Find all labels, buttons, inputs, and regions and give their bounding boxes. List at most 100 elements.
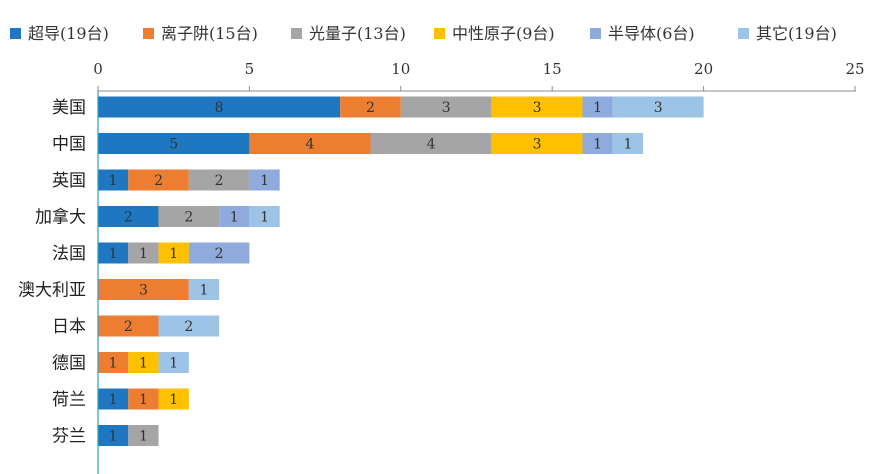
bar-segment xyxy=(98,315,159,337)
data-label: 2 xyxy=(154,173,163,189)
bar-segment xyxy=(98,206,159,227)
data-label: 1 xyxy=(109,429,118,445)
category-label: 加拿大 xyxy=(35,207,86,228)
category-label: 澳大利亚 xyxy=(18,281,86,301)
data-label: 2 xyxy=(184,210,193,226)
data-label: 3 xyxy=(533,100,542,116)
category-label: 法国 xyxy=(52,244,86,264)
bar-segment xyxy=(400,96,492,118)
category-label: 芬兰 xyxy=(52,427,86,447)
category-label: 日本 xyxy=(52,317,86,337)
category-label: 德国 xyxy=(52,354,86,374)
bar-segment xyxy=(219,206,250,227)
legend-label: 中性原子(9台) xyxy=(452,24,555,43)
bar-segment xyxy=(98,96,341,118)
data-label: 2 xyxy=(184,319,193,335)
bar-segment xyxy=(158,242,189,264)
bar-segment xyxy=(98,242,129,264)
bar-segment xyxy=(370,133,492,154)
bar-segment xyxy=(158,206,220,227)
data-label: 1 xyxy=(109,246,118,262)
data-label: 1 xyxy=(139,392,148,408)
bar-segment xyxy=(98,352,129,373)
legend-swatch xyxy=(10,28,21,39)
bar-segment xyxy=(98,388,129,410)
legend: 超导(19台) 离子阱(15台) 光量子(13台) 中性原子(9台) 半导体(6台) 其它… xyxy=(10,24,837,43)
data-label: 3 xyxy=(654,100,663,116)
bar-segment xyxy=(98,169,129,191)
bar-segment xyxy=(582,133,613,154)
legend-label: 半导体(6台) xyxy=(608,24,695,43)
data-label: 2 xyxy=(124,210,133,226)
x-tick-label: 5 xyxy=(245,60,255,78)
data-label: 1 xyxy=(593,100,602,116)
data-label: 1 xyxy=(109,392,118,408)
data-label: 1 xyxy=(109,173,118,189)
bar-segment xyxy=(249,169,280,191)
bars: 8 2 3 3 1 3 5 4 4 3 1 1 1 2 2 1 2 2 1 1 1 1 1 2 3 1 2 2 1 1 1 1 1 1 1 1 xyxy=(98,96,704,446)
legend-label: 其它(19台) xyxy=(756,24,837,43)
data-label: 1 xyxy=(623,137,632,153)
data-label: 1 xyxy=(260,210,269,226)
category-label: 美国 xyxy=(52,98,86,118)
x-tick-label: 20 xyxy=(694,60,713,78)
legend-label: 超导(19台) xyxy=(28,24,109,43)
legend-swatch xyxy=(590,28,601,39)
bar-segment xyxy=(249,133,371,154)
data-label: 3 xyxy=(533,137,542,153)
data-label: 2 xyxy=(366,100,375,116)
x-tick-label: 25 xyxy=(845,60,864,78)
legend-swatch xyxy=(143,28,154,39)
bar-segment xyxy=(158,315,220,337)
data-label: 8 xyxy=(215,100,224,116)
x-tick-label: 10 xyxy=(391,60,410,78)
bar-segment xyxy=(128,169,189,191)
data-label: 2 xyxy=(215,246,224,262)
data-label: 4 xyxy=(305,137,314,153)
legend-label: 离子阱(15台) xyxy=(161,24,258,43)
bar-segment xyxy=(340,96,401,118)
bar-segment xyxy=(491,133,583,154)
bar-segment xyxy=(158,388,189,410)
data-label: 2 xyxy=(124,319,133,335)
bar-segment xyxy=(158,352,189,373)
legend-swatch xyxy=(434,28,445,39)
data-label: 5 xyxy=(169,137,178,153)
bar-segment xyxy=(128,352,159,373)
data-label: 1 xyxy=(260,173,269,189)
data-label: 1 xyxy=(169,246,178,262)
bar-segment xyxy=(98,279,189,300)
data-label: 2 xyxy=(215,173,224,189)
bar-segment xyxy=(491,96,583,118)
x-tick-label: 15 xyxy=(543,60,562,78)
bar-segment xyxy=(98,133,250,154)
data-label: 1 xyxy=(109,356,118,372)
data-label: 1 xyxy=(139,356,148,372)
data-label: 1 xyxy=(200,283,209,299)
bar-segment xyxy=(128,388,159,410)
data-label: 1 xyxy=(169,392,178,408)
category-label: 荷兰 xyxy=(52,390,86,410)
data-label: 4 xyxy=(427,137,436,153)
data-label: 1 xyxy=(169,356,178,372)
bar-segment xyxy=(98,425,129,446)
x-axis: 0 5 10 15 20 25 xyxy=(93,60,865,92)
bar-segment xyxy=(128,242,159,264)
bar-segment xyxy=(612,96,704,118)
data-label: 3 xyxy=(139,283,148,299)
data-label: 1 xyxy=(139,246,148,262)
data-label: 1 xyxy=(139,429,148,445)
bar-segment xyxy=(188,242,250,264)
bar-segment xyxy=(188,279,220,300)
data-label: 1 xyxy=(230,210,239,226)
category-label: 中国 xyxy=(52,135,86,155)
category-label: 英国 xyxy=(52,171,86,191)
legend-label: 光量子(13台) xyxy=(309,24,406,43)
bar-segment xyxy=(188,169,250,191)
legend-swatch xyxy=(291,28,302,39)
legend-swatch xyxy=(738,28,749,39)
bar-segment xyxy=(582,96,613,118)
data-label: 3 xyxy=(442,100,451,116)
